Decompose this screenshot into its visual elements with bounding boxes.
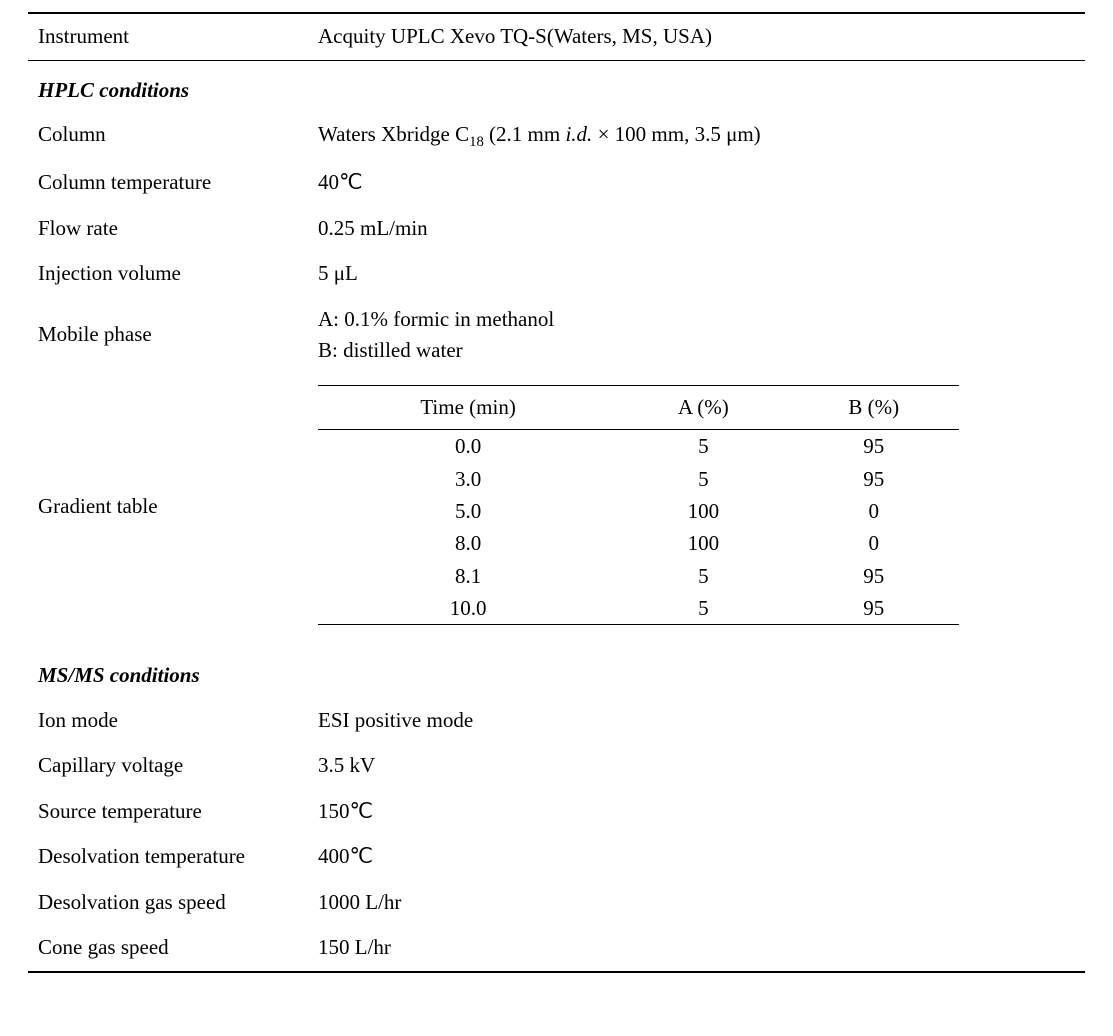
gradient-row: Gradient table Time (min) A (%) B (%) <box>28 374 1085 641</box>
gradient-col-b: B (%) <box>789 385 959 430</box>
column-value-suffix: × 100 mm, 3.5 μm) <box>592 122 760 146</box>
gradient-table: Time (min) A (%) B (%) 0.0 5 95 <box>318 385 959 626</box>
mobile-phase-value: A: 0.1% formic in methanol B: distilled … <box>312 297 1085 374</box>
desolvation-gas-value: 1000 L/hr <box>312 880 1085 926</box>
injection-volume-value: 5 μL <box>312 251 1085 297</box>
msms-heading: MS/MS conditions <box>28 640 1085 698</box>
gradient-cell-value: 3.0 <box>318 463 618 495</box>
gradient-cell-value: 95 <box>789 463 959 495</box>
mobile-phase-row: Mobile phase A: 0.1% formic in methanol … <box>28 297 1085 374</box>
gradient-data-row: 5.0 100 0 <box>318 495 959 527</box>
flow-rate-value: 0.25 mL/min <box>312 206 1085 252</box>
gradient-cell-value: 5.0 <box>318 495 618 527</box>
source-temp-row: Source temperature 150℃ <box>28 789 1085 835</box>
gradient-col-time: Time (min) <box>318 385 618 430</box>
flow-rate-row: Flow rate 0.25 mL/min <box>28 206 1085 252</box>
cone-gas-value: 150 L/hr <box>312 925 1085 972</box>
mobile-phase-label: Mobile phase <box>28 297 312 374</box>
injection-volume-label: Injection volume <box>28 251 312 297</box>
gradient-label: Gradient table <box>28 374 312 641</box>
gradient-cell-value: 95 <box>789 430 959 463</box>
column-temp-row: Column temperature 40℃ <box>28 160 1085 206</box>
gradient-data-row: 8.0 100 0 <box>318 527 959 559</box>
column-label: Column <box>28 112 312 160</box>
gradient-cell-value: 95 <box>789 592 959 625</box>
gradient-cell-value: 0.0 <box>318 430 618 463</box>
column-temp-label: Column temperature <box>28 160 312 206</box>
mobile-phase-a: A: 0.1% formic in methanol <box>318 304 1079 336</box>
gradient-cell-value: 8.1 <box>318 560 618 592</box>
gradient-cell-value: 100 <box>618 527 788 559</box>
gradient-data-row: 3.0 5 95 <box>318 463 959 495</box>
ion-mode-label: Ion mode <box>28 698 312 744</box>
conditions-table-page: Instrument Acquity UPLC Xevo TQ-S(Waters… <box>0 0 1113 1001</box>
gradient-cell-value: 5 <box>618 560 788 592</box>
capillary-voltage-value: 3.5 kV <box>312 743 1085 789</box>
column-value-id: i.d. <box>565 122 592 146</box>
flow-rate-label: Flow rate <box>28 206 312 252</box>
desolvation-temp-row: Desolvation temperature 400℃ <box>28 834 1085 880</box>
gradient-header-row: Time (min) A (%) B (%) <box>318 385 959 430</box>
gradient-data-row: 0.0 5 95 <box>318 430 959 463</box>
column-value: Waters Xbridge C18 (2.1 mm i.d. × 100 mm… <box>312 112 1085 160</box>
gradient-cell-value: 5 <box>618 430 788 463</box>
hplc-heading: HPLC conditions <box>28 60 1085 112</box>
desolvation-temp-value: 400℃ <box>312 834 1085 880</box>
gradient-cell-value: 0 <box>789 495 959 527</box>
ion-mode-row: Ion mode ESI positive mode <box>28 698 1085 744</box>
gradient-cell-value: 8.0 <box>318 527 618 559</box>
gradient-cell-value: 95 <box>789 560 959 592</box>
instrument-row: Instrument Acquity UPLC Xevo TQ-S(Waters… <box>28 13 1085 60</box>
ion-mode-value: ESI positive mode <box>312 698 1085 744</box>
gradient-cell-value: 5 <box>618 463 788 495</box>
cone-gas-label: Cone gas speed <box>28 925 312 972</box>
mobile-phase-b: B: distilled water <box>318 335 1079 367</box>
source-temp-value: 150℃ <box>312 789 1085 835</box>
desolvation-gas-row: Desolvation gas speed 1000 L/hr <box>28 880 1085 926</box>
column-row: Column Waters Xbridge C18 (2.1 mm i.d. ×… <box>28 112 1085 160</box>
gradient-data-row: 8.1 5 95 <box>318 560 959 592</box>
column-value-mid: (2.1 mm <box>484 122 566 146</box>
source-temp-label: Source temperature <box>28 789 312 835</box>
gradient-cell-value: 5 <box>618 592 788 625</box>
column-value-sub: 18 <box>469 134 484 150</box>
desolvation-temp-label: Desolvation temperature <box>28 834 312 880</box>
gradient-col-a: A (%) <box>618 385 788 430</box>
gradient-data-row: 10.0 5 95 <box>318 592 959 625</box>
hplc-heading-row: HPLC conditions <box>28 60 1085 112</box>
gradient-cell: Time (min) A (%) B (%) 0.0 5 95 <box>312 374 1085 641</box>
capillary-voltage-label: Capillary voltage <box>28 743 312 789</box>
gradient-cell-value: 100 <box>618 495 788 527</box>
capillary-voltage-row: Capillary voltage 3.5 kV <box>28 743 1085 789</box>
instrument-value: Acquity UPLC Xevo TQ-S(Waters, MS, USA) <box>312 13 1085 60</box>
desolvation-gas-label: Desolvation gas speed <box>28 880 312 926</box>
conditions-table: Instrument Acquity UPLC Xevo TQ-S(Waters… <box>28 12 1085 973</box>
gradient-cell-value: 0 <box>789 527 959 559</box>
instrument-label: Instrument <box>28 13 312 60</box>
injection-volume-row: Injection volume 5 μL <box>28 251 1085 297</box>
gradient-cell-value: 10.0 <box>318 592 618 625</box>
cone-gas-row: Cone gas speed 150 L/hr <box>28 925 1085 972</box>
msms-heading-row: MS/MS conditions <box>28 640 1085 698</box>
column-temp-value: 40℃ <box>312 160 1085 206</box>
column-value-prefix: Waters Xbridge C <box>318 122 469 146</box>
